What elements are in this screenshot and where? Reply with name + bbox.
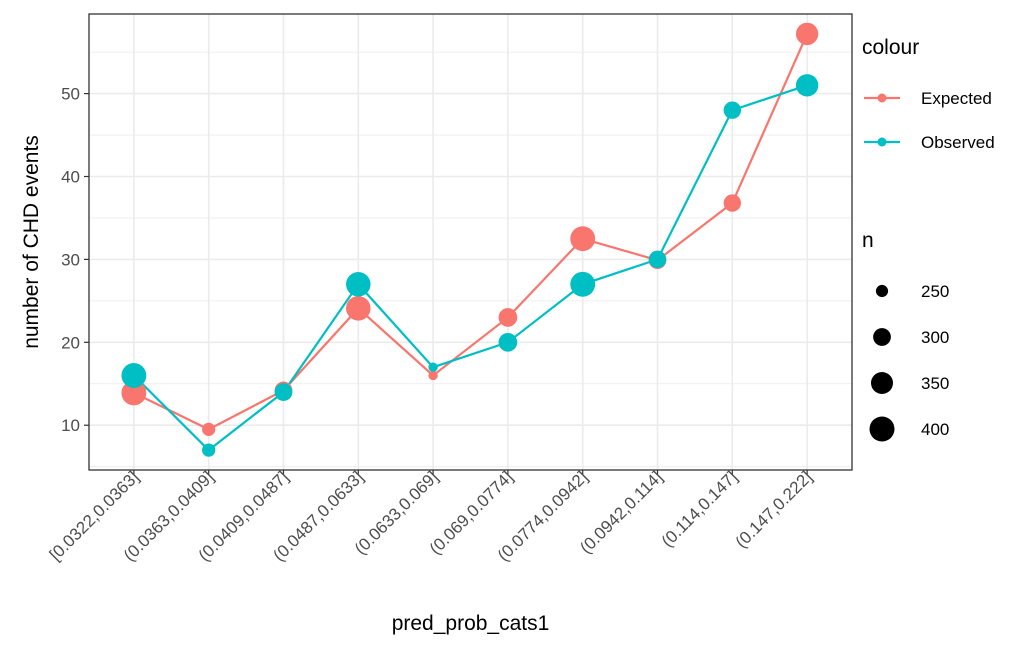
- y-tick-label: 10: [61, 416, 80, 435]
- point-expected: [570, 226, 596, 252]
- y-axis: 10 20 30 40 50: [61, 85, 89, 435]
- legend-key-point: [877, 137, 887, 147]
- point-observed: [346, 272, 371, 297]
- legend-size-label: 300: [921, 328, 949, 347]
- legend-size-point: [875, 284, 889, 298]
- legend-colour-items: Expected Observed: [864, 89, 995, 152]
- series-lines: [133, 33, 809, 452]
- legend-label: Expected: [921, 89, 992, 108]
- data-points: [121, 22, 819, 457]
- legend-size-label: 250: [921, 282, 949, 301]
- y-tick-label: 30: [61, 250, 80, 269]
- point-observed: [498, 332, 518, 352]
- point-observed: [274, 383, 293, 401]
- legend: colour n Expected Observed 250 300 350 400: [862, 36, 995, 442]
- series-line-expected: [133, 33, 809, 431]
- point-expected: [723, 194, 742, 212]
- x-tick-label: (0.147,0.222]: [732, 467, 816, 551]
- legend-size-title: n: [862, 229, 874, 252]
- point-expected: [346, 296, 371, 321]
- panel-border: [88, 13, 853, 471]
- legend-size-items: 250 300 350 400: [869, 282, 949, 442]
- legend-size-point: [873, 328, 891, 346]
- point-observed: [570, 271, 596, 297]
- point-observed: [723, 101, 742, 119]
- legend-size-point: [869, 416, 895, 442]
- series-line-observed: [133, 84, 808, 452]
- point-observed: [202, 443, 216, 457]
- legend-label: Observed: [921, 133, 995, 152]
- point-expected: [202, 422, 216, 436]
- point-observed: [428, 362, 438, 372]
- y-tick-label: 40: [61, 168, 80, 187]
- point-observed: [795, 74, 819, 97]
- legend-colour-title: colour: [862, 36, 919, 59]
- point-observed: [121, 363, 147, 388]
- legend-size-point: [871, 372, 893, 394]
- y-tick-label: 50: [61, 85, 80, 104]
- x-tick-label: (0.114,0.147]: [658, 467, 741, 550]
- legend-size-label: 400: [921, 420, 949, 439]
- point-observed: [648, 250, 667, 269]
- grid: [89, 14, 852, 470]
- point-expected: [795, 22, 819, 46]
- point-expected: [121, 380, 147, 406]
- point-expected: [498, 308, 518, 327]
- y-tick-label: 20: [61, 333, 80, 352]
- legend-key-point: [877, 93, 887, 103]
- x-axis: [0.0322,0.0363](0.0363,0.0409](0.0409,0.…: [46, 467, 816, 565]
- legend-size-label: 350: [921, 374, 949, 393]
- x-axis-title: pred_prob_cats1: [392, 612, 550, 635]
- point-expected: [428, 370, 438, 381]
- y-axis-title: number of CHD events: [20, 135, 43, 349]
